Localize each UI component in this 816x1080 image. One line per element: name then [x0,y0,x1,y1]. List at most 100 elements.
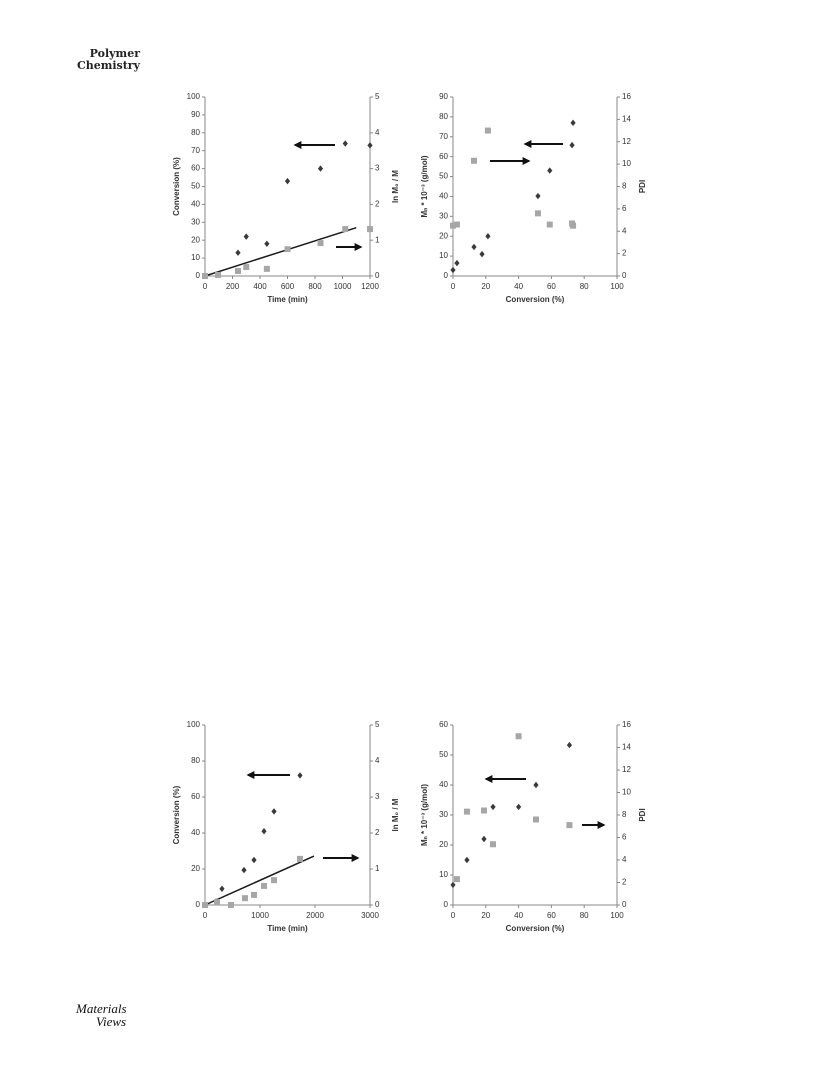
y-tick-label: 80 [191,128,200,137]
y2-tick-label: 6 [622,204,627,213]
x-tick-label: 3000 [361,911,379,920]
data-point [284,246,291,253]
publisher-logo: Materials [75,1001,127,1016]
x-tick-label: 0 [451,911,456,920]
data-point [263,265,270,272]
y2-tick-label: 1 [375,235,380,244]
y-tick-label: 50 [439,172,448,181]
data-point [570,119,576,127]
y2-tick-label: 14 [622,114,631,123]
y2-tick-label: 3 [375,792,380,801]
data-point [342,226,349,233]
data-point [235,249,241,256]
y-tick-label: 30 [439,211,448,220]
x-axis-title: Conversion (%) [506,295,565,304]
y2-tick-label: 2 [622,249,627,258]
data-point [485,233,491,240]
y-tick-label: 0 [444,900,449,909]
data-point [533,781,539,789]
y2-tick-label: 10 [622,788,631,797]
y-tick-label: 60 [191,164,200,173]
y-tick-label: 0 [196,900,201,909]
x-axis-title: Conversion (%) [506,924,565,933]
data-point [297,772,303,779]
data-point [569,141,575,149]
data-point [261,882,268,889]
data-point [241,866,247,874]
data-point [490,803,496,811]
data-point [566,822,573,829]
data-point [515,733,522,740]
y-axis-title: Conversion (%) [172,157,181,216]
data-point [534,210,541,217]
y-tick-label: 0 [196,271,201,280]
data-point [490,841,497,848]
data-point [251,856,257,864]
data-point [453,876,460,883]
y-tick-label: 30 [439,810,448,819]
y-tick-label: 80 [191,756,200,765]
y2-tick-label: 0 [375,900,380,909]
data-point [367,226,373,233]
y-tick-label: 90 [439,92,448,101]
y-tick-label: 40 [191,200,200,209]
trend-line [204,226,357,277]
y-tick-label: 20 [439,231,448,240]
y-axis-title: Mₙ * 10⁻³ (g/mol) [420,155,429,217]
arrows [246,140,606,862]
data-point [450,266,456,274]
y2-tick-label: 2 [375,200,380,209]
y-tick-label: 60 [439,720,448,729]
x-tick-label: 1000 [334,282,352,291]
data-point [532,816,539,823]
data-point [484,127,491,134]
data-point [450,881,456,889]
data-point [470,157,477,164]
x-tick-label: 80 [580,911,589,920]
data-point [480,807,487,814]
y2-tick-label: 12 [622,765,631,774]
y2-tick-label: 16 [622,92,631,101]
data-point [566,741,573,749]
y-tick-label: 100 [187,720,201,729]
data-point [546,221,553,228]
y2-tick-label: 3 [375,164,380,173]
y2-axis-title: ln M₀ / M [391,170,400,203]
data-point [367,142,373,149]
data-point [463,808,470,815]
data-point [570,222,577,229]
y2-tick-label: 8 [622,182,627,191]
data-point [479,250,485,258]
data-point [213,899,220,906]
y-tick-label: 50 [191,182,200,191]
y-tick-label: 30 [191,217,200,226]
x-tick-label: 60 [547,911,556,920]
y-tick-label: 10 [439,251,448,260]
trend-line [204,855,315,906]
y2-tick-label: 5 [375,720,380,729]
y2-tick-label: 14 [622,743,631,752]
y-tick-label: 80 [439,112,448,121]
y2-tick-label: 6 [622,833,627,842]
x-tick-label: 400 [253,282,267,291]
y2-tick-label: 12 [622,137,631,146]
data-point [261,828,267,835]
data-point [271,877,278,884]
y2-tick-label: 0 [622,900,627,909]
data-point [264,240,270,247]
y2-tick-label: 4 [622,226,627,235]
data-point [454,259,460,267]
data-point [464,856,470,864]
x-axis-title: Time (min) [267,295,308,304]
x-tick-label: 40 [514,911,523,920]
y-tick-label: 40 [439,192,448,201]
x-tick-label: 1200 [361,282,379,291]
data-point [342,140,348,147]
data-point [243,233,249,240]
data-point [317,240,324,247]
data-point [453,221,460,228]
y-tick-label: 100 [187,92,201,101]
data-point [535,192,541,200]
x-tick-label: 200 [226,282,240,291]
